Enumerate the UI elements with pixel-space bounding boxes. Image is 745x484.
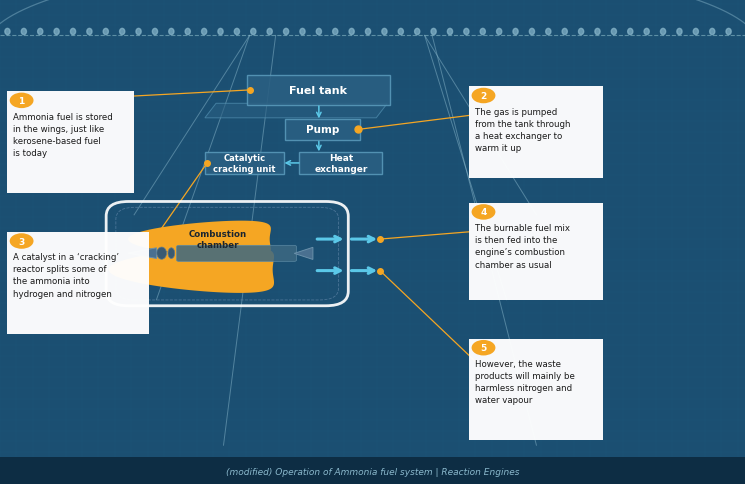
FancyBboxPatch shape	[299, 152, 382, 175]
Ellipse shape	[644, 29, 649, 36]
Text: However, the waste
products will mainly be
harmless nitrogen and
water vapour: However, the waste products will mainly …	[475, 359, 574, 405]
Ellipse shape	[709, 29, 714, 36]
Ellipse shape	[54, 29, 60, 36]
Ellipse shape	[21, 29, 27, 36]
Text: (modified) Operation of Ammonia fuel system | Reaction Engines: (modified) Operation of Ammonia fuel sys…	[226, 468, 519, 476]
Ellipse shape	[398, 29, 404, 36]
Polygon shape	[109, 247, 274, 293]
Ellipse shape	[381, 29, 387, 36]
Ellipse shape	[595, 29, 600, 36]
Ellipse shape	[693, 29, 698, 36]
Ellipse shape	[480, 29, 486, 36]
FancyBboxPatch shape	[469, 339, 603, 440]
Ellipse shape	[545, 29, 551, 36]
Ellipse shape	[218, 29, 223, 36]
Ellipse shape	[250, 29, 256, 36]
FancyBboxPatch shape	[177, 246, 297, 262]
Text: 5: 5	[481, 344, 486, 352]
FancyBboxPatch shape	[7, 232, 149, 334]
Text: Fuel tank: Fuel tank	[290, 86, 347, 96]
Text: A catalyst in a ‘cracking’
reactor splits some of
the ammonia into
hydrogen and : A catalyst in a ‘cracking’ reactor split…	[13, 253, 118, 298]
Ellipse shape	[152, 29, 158, 36]
Polygon shape	[128, 248, 156, 259]
Ellipse shape	[578, 29, 583, 36]
Ellipse shape	[529, 29, 534, 36]
Ellipse shape	[267, 29, 273, 36]
Ellipse shape	[414, 29, 419, 36]
Ellipse shape	[431, 29, 436, 36]
Ellipse shape	[168, 29, 174, 36]
Ellipse shape	[234, 29, 239, 36]
Ellipse shape	[496, 29, 501, 36]
Ellipse shape	[283, 29, 288, 36]
Text: Catalytic
cracking unit: Catalytic cracking unit	[213, 154, 276, 173]
Text: 4: 4	[481, 208, 486, 217]
Ellipse shape	[463, 29, 469, 36]
Text: The burnable fuel mix
is then fed into the
engine’s combustion
chamber as usual: The burnable fuel mix is then fed into t…	[475, 224, 570, 269]
Ellipse shape	[349, 29, 355, 36]
FancyBboxPatch shape	[469, 87, 603, 179]
FancyBboxPatch shape	[247, 76, 390, 106]
Ellipse shape	[562, 29, 568, 36]
Polygon shape	[294, 248, 313, 260]
Ellipse shape	[86, 29, 92, 36]
Ellipse shape	[726, 29, 731, 36]
Text: Pump: Pump	[305, 125, 339, 135]
Ellipse shape	[299, 29, 305, 36]
Ellipse shape	[660, 29, 665, 36]
Ellipse shape	[119, 29, 125, 36]
Text: 2: 2	[481, 92, 486, 101]
FancyBboxPatch shape	[469, 203, 603, 300]
Circle shape	[472, 89, 495, 104]
Ellipse shape	[611, 29, 616, 36]
Ellipse shape	[4, 29, 10, 36]
Ellipse shape	[70, 29, 75, 36]
Circle shape	[10, 234, 34, 249]
Text: The gas is pumped
from the tank through
a heat exchanger to
warm it up: The gas is pumped from the tank through …	[475, 107, 570, 153]
Ellipse shape	[447, 29, 452, 36]
FancyBboxPatch shape	[7, 92, 134, 194]
Ellipse shape	[103, 29, 109, 36]
Ellipse shape	[186, 29, 191, 36]
Text: Ammonia fuel is stored
in the wings, just like
kerosene-based fuel
is today: Ammonia fuel is stored in the wings, jus…	[13, 112, 112, 158]
Ellipse shape	[316, 29, 322, 36]
Circle shape	[10, 93, 34, 109]
Text: 3: 3	[19, 237, 25, 246]
Polygon shape	[128, 221, 271, 258]
Ellipse shape	[365, 29, 370, 36]
Circle shape	[472, 340, 495, 356]
Ellipse shape	[37, 29, 42, 36]
FancyBboxPatch shape	[285, 120, 360, 141]
Polygon shape	[205, 104, 387, 119]
Ellipse shape	[627, 29, 633, 36]
Text: 1: 1	[19, 97, 25, 106]
Ellipse shape	[168, 248, 174, 259]
Ellipse shape	[201, 29, 207, 36]
Ellipse shape	[332, 29, 337, 36]
Ellipse shape	[136, 29, 142, 36]
Text: Heat
exchanger: Heat exchanger	[314, 154, 367, 173]
Ellipse shape	[513, 29, 518, 36]
Text: Combustion
chamber: Combustion chamber	[188, 229, 247, 249]
Ellipse shape	[156, 248, 166, 260]
Ellipse shape	[676, 29, 682, 36]
FancyBboxPatch shape	[0, 457, 745, 484]
FancyBboxPatch shape	[205, 152, 284, 175]
Circle shape	[472, 205, 495, 220]
